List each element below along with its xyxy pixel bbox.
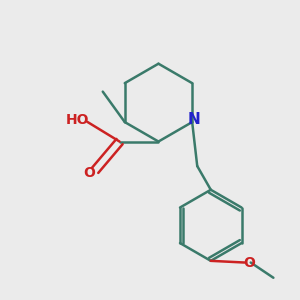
Text: O: O (243, 256, 255, 269)
Text: O: O (83, 166, 95, 180)
Text: HO: HO (66, 113, 90, 127)
Text: N: N (188, 112, 200, 127)
